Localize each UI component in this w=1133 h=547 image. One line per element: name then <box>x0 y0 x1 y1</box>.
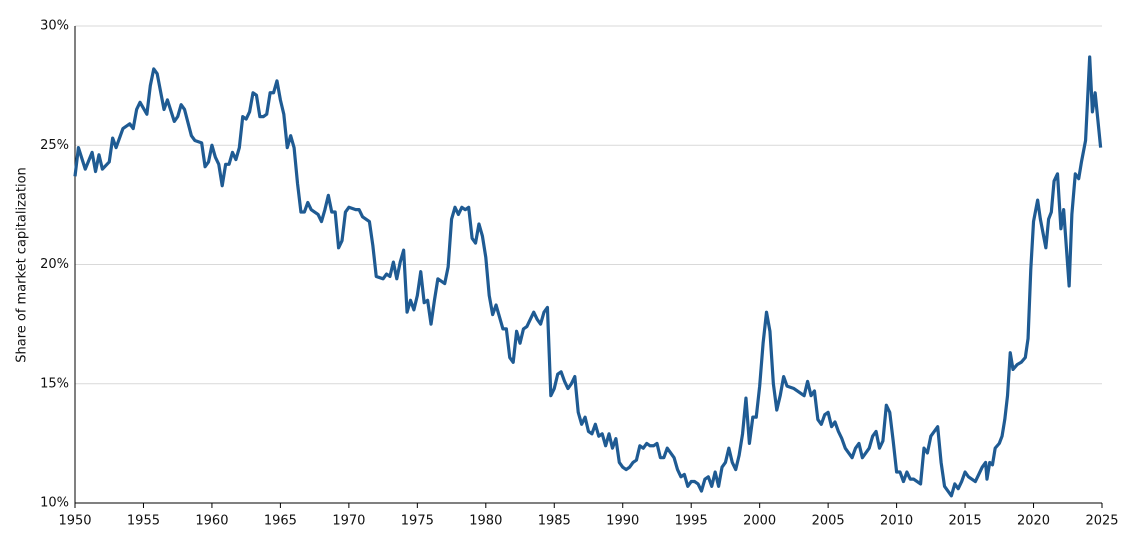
x-tick-label: 1955 <box>127 514 160 529</box>
x-tick-label: 2015 <box>949 514 982 529</box>
y-tick-label: 10% <box>40 496 69 511</box>
y-tick-label: 30% <box>40 19 69 34</box>
y-tick-label: 15% <box>40 376 69 391</box>
x-tick-label: 1980 <box>469 514 502 529</box>
x-tick-label: 1990 <box>606 514 639 529</box>
y-axis-label: Share of market capitalization <box>15 167 30 363</box>
x-tick-label: 1960 <box>195 514 228 529</box>
x-tick-label: 2010 <box>880 514 913 529</box>
x-tick-label: 1995 <box>675 514 708 529</box>
x-tick-label: 1970 <box>332 514 365 529</box>
x-tick-label: 1965 <box>264 514 297 529</box>
y-tick-label: 20% <box>40 257 69 272</box>
y-tick-label: 25% <box>40 138 69 153</box>
x-tick-label: 2000 <box>743 514 776 529</box>
x-tick-label: 2025 <box>1085 514 1118 529</box>
x-tick-label: 1950 <box>58 514 91 529</box>
data-line <box>73 55 1103 498</box>
x-tick-label: 1975 <box>401 514 434 529</box>
x-tick-label: 1985 <box>538 514 571 529</box>
x-tick-label: 2020 <box>1017 514 1050 529</box>
x-tick-label: 2005 <box>812 514 845 529</box>
